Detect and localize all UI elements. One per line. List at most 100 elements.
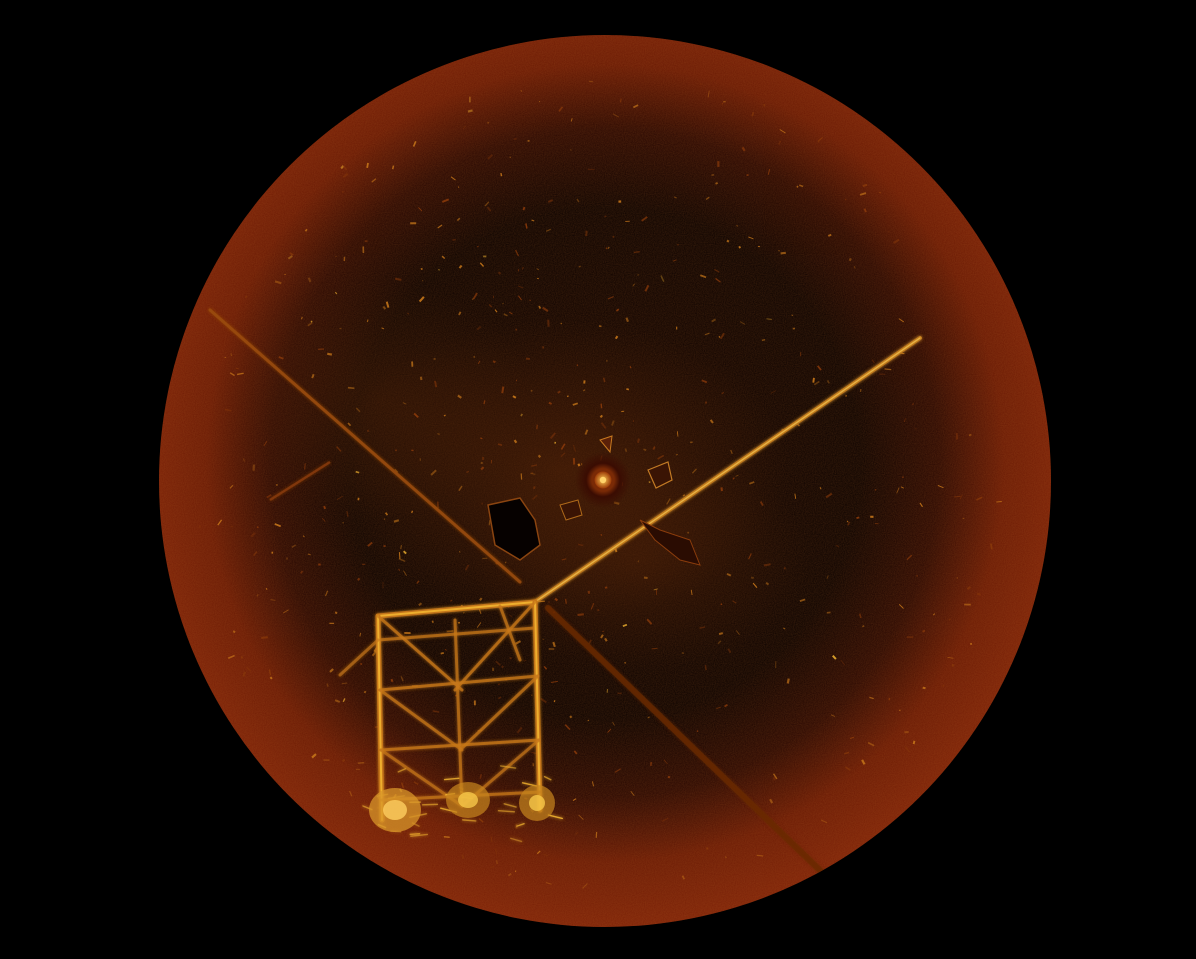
echo-speckle [717,161,720,167]
echo-speckle [932,613,936,616]
structure-feet [369,782,555,832]
echo-speckle [589,80,593,83]
echo-speckle [394,468,399,473]
echo-speckle [577,543,584,547]
echo-speckle [549,432,556,439]
echo-speckle [784,567,786,570]
echo-speckle [266,494,272,499]
echo-speckle [446,630,454,633]
echo-speckle [335,445,342,452]
lattice-top-beam-core [377,601,536,617]
echo-speckle [421,279,424,282]
echo-speckle [494,309,498,313]
echo-speckle [357,761,365,764]
echo-speckle [469,96,471,103]
echo-speckle [542,346,545,349]
echo-speckle [548,648,555,650]
echo-speckle [420,267,423,270]
echo-speckle [884,368,892,371]
echo-speckle [532,494,538,500]
echo-speckle [520,89,523,92]
echo-speckle [286,557,288,560]
echo-speckle [437,501,439,509]
echo-speckle [418,296,425,303]
echo-speckle [699,83,702,86]
echo-speckle [547,199,554,203]
echo-speckle [772,776,776,781]
echo-speckle [419,376,423,381]
echo-speckle [794,493,797,499]
echo-speckle [726,573,732,577]
echo-speckle [274,523,282,528]
lattice-leg [453,618,464,808]
echo-speckle [901,352,905,355]
echo-speckle [723,100,726,103]
echo-speckle [600,403,603,409]
echo-speckle [778,140,782,145]
echo-speckle [419,458,421,461]
echo-speckle [578,265,581,268]
echo-speckle [727,648,732,654]
echo-speckle [735,474,739,477]
echo-speckle [845,198,847,201]
echo-speckle [537,277,539,280]
echo-speckle [545,882,552,885]
echo-speckle [487,121,490,124]
echo-speckle [443,836,450,838]
echo-speckle [382,305,387,310]
echo-speckle [347,422,352,427]
echo-speckle [582,883,588,889]
echo-speckle [632,104,639,109]
echo-speckle [779,129,786,134]
echo-speckle [364,240,368,243]
echo-speckle [398,558,406,563]
echo-speckle [256,594,259,597]
echo-speckle [362,246,365,254]
echo-speckle [816,365,822,371]
echo-speckle [573,750,578,755]
echo-speckle [520,473,523,480]
echo-speckle [867,741,875,747]
lattice-reflection [503,803,517,808]
echo-speckle [718,632,724,636]
echo-speckle [778,250,780,252]
echo-speckle [355,470,360,474]
echo-speckle [261,636,268,639]
echo-speckle [817,136,824,142]
echo-speckle [517,295,522,301]
echo-speckle [532,485,536,490]
echo-speckle [636,438,640,443]
echo-speckle [304,463,306,470]
echo-speckle [480,466,485,471]
echo-speckle [552,641,556,648]
echo-speckle [457,186,460,189]
echo-speckle [496,860,498,865]
echo-speckle [607,246,610,250]
echo-speckle [441,198,450,203]
echo-speckle [600,634,604,639]
echo-speckle [229,484,234,489]
echo-speckle [430,469,437,476]
echo-speckle [416,580,420,584]
echo-speckle [721,391,725,395]
echo-speckle [553,700,556,703]
echo-speckle [327,352,333,356]
echo-speckle [458,621,461,624]
echo-speckle [462,125,467,130]
echo-speckle [780,251,786,255]
echo-speckle [342,522,344,524]
echo-speckle [230,353,233,357]
echo-speckle [799,598,806,602]
echo-speckle [522,206,526,211]
echo-speckle [367,541,373,547]
echo-speckle [766,318,773,321]
echo-speckle [732,600,737,604]
echo-speckle [269,676,273,680]
echo-speckle [624,661,627,664]
lattice-diagonal [378,688,464,752]
echo-speckle [536,850,541,855]
echo-speckle [532,763,535,767]
echo-speckle [492,667,494,671]
echo-speckle [954,495,961,498]
echo-speckle [826,611,831,614]
